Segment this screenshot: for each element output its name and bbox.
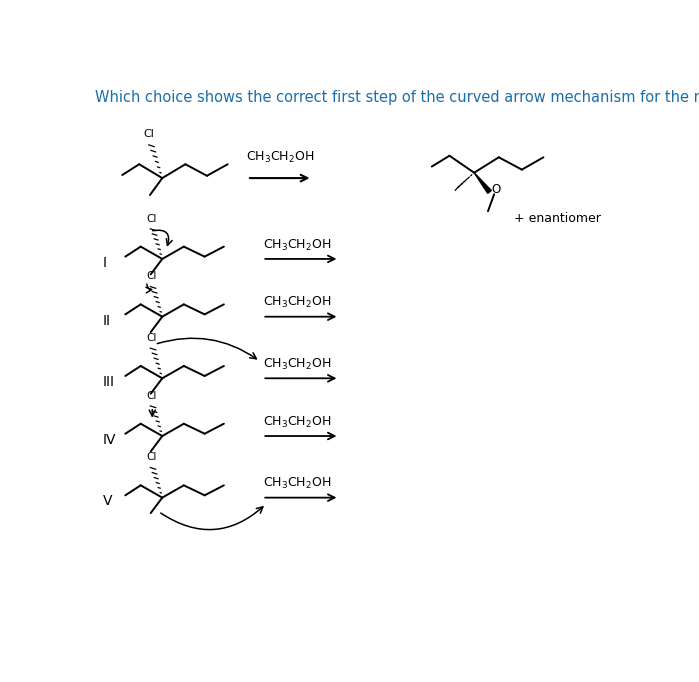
Text: V: V — [103, 494, 113, 509]
Text: $\mathregular{CH_3CH_2OH}$: $\mathregular{CH_3CH_2OH}$ — [263, 237, 331, 252]
Text: $\mathregular{CH_3CH_2OH}$: $\mathregular{CH_3CH_2OH}$ — [263, 357, 331, 372]
Text: $\mathregular{CH_3CH_2OH}$: $\mathregular{CH_3CH_2OH}$ — [263, 415, 331, 430]
Text: $\mathregular{CH_3CH_2OH}$: $\mathregular{CH_3CH_2OH}$ — [263, 295, 331, 310]
Text: $\mathregular{CH_3CH_2OH}$: $\mathregular{CH_3CH_2OH}$ — [263, 476, 331, 491]
Text: II: II — [103, 314, 111, 327]
Text: Cl: Cl — [144, 129, 154, 139]
Text: + enantiomer: + enantiomer — [514, 212, 601, 225]
FancyArrowPatch shape — [146, 284, 152, 293]
Polygon shape — [474, 173, 491, 194]
FancyArrowPatch shape — [161, 507, 263, 530]
Text: Cl: Cl — [146, 213, 157, 224]
Text: Cl: Cl — [146, 391, 157, 400]
Text: IV: IV — [103, 433, 117, 447]
Text: O: O — [492, 183, 501, 196]
Text: $\mathregular{CH_3CH_2OH}$: $\mathregular{CH_3CH_2OH}$ — [246, 150, 315, 165]
FancyArrowPatch shape — [149, 410, 155, 416]
Text: Cl: Cl — [146, 333, 157, 343]
FancyArrowPatch shape — [157, 338, 257, 359]
Text: Which choice shows the correct first step of the curved arrow mechanism for the : Which choice shows the correct first ste… — [95, 89, 699, 104]
Text: III: III — [103, 375, 115, 389]
Text: I: I — [103, 256, 107, 270]
Text: Cl: Cl — [146, 271, 157, 281]
FancyArrowPatch shape — [152, 231, 172, 246]
Text: Cl: Cl — [146, 452, 157, 462]
